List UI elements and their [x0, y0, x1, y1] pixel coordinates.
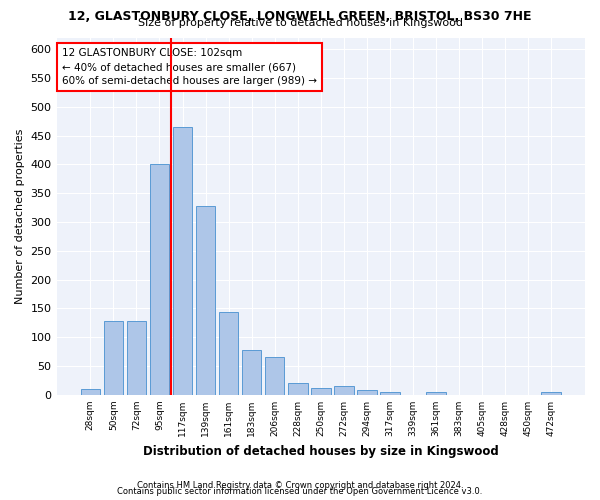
Text: Size of property relative to detached houses in Kingswood: Size of property relative to detached ho…: [137, 18, 463, 28]
Bar: [149, 164, 169, 395]
Bar: [288, 384, 308, 395]
Bar: [334, 386, 353, 395]
Bar: [380, 392, 400, 395]
Text: Contains public sector information licensed under the Open Government Licence v3: Contains public sector information licen…: [118, 487, 482, 496]
Y-axis label: Number of detached properties: Number of detached properties: [15, 128, 25, 304]
Bar: [242, 350, 262, 395]
Bar: [80, 389, 100, 395]
Bar: [173, 127, 193, 395]
Bar: [311, 388, 331, 395]
Bar: [219, 312, 238, 395]
Bar: [196, 206, 215, 395]
Bar: [104, 321, 123, 395]
Bar: [357, 390, 377, 395]
Bar: [265, 358, 284, 395]
X-axis label: Distribution of detached houses by size in Kingswood: Distribution of detached houses by size …: [143, 444, 499, 458]
Text: 12 GLASTONBURY CLOSE: 102sqm
← 40% of detached houses are smaller (667)
60% of s: 12 GLASTONBURY CLOSE: 102sqm ← 40% of de…: [62, 48, 317, 86]
Bar: [426, 392, 446, 395]
Bar: [127, 321, 146, 395]
Bar: [541, 392, 561, 395]
Text: Contains HM Land Registry data © Crown copyright and database right 2024.: Contains HM Land Registry data © Crown c…: [137, 481, 463, 490]
Text: 12, GLASTONBURY CLOSE, LONGWELL GREEN, BRISTOL, BS30 7HE: 12, GLASTONBURY CLOSE, LONGWELL GREEN, B…: [68, 10, 532, 23]
